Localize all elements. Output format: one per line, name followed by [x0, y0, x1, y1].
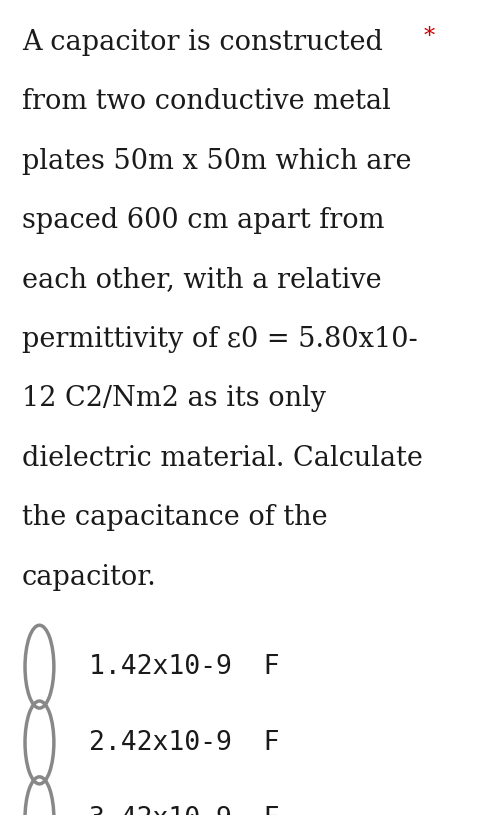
- Text: A capacitor is constructed: A capacitor is constructed: [22, 29, 382, 55]
- Text: spaced 600 cm apart from: spaced 600 cm apart from: [22, 207, 384, 234]
- Text: 1.42x10-9  F: 1.42x10-9 F: [89, 654, 279, 681]
- Text: dielectric material. Calculate: dielectric material. Calculate: [22, 445, 421, 472]
- Text: permittivity of ε0 = 5.80x10-: permittivity of ε0 = 5.80x10-: [22, 326, 417, 353]
- Text: from two conductive metal: from two conductive metal: [22, 88, 390, 115]
- Text: plates 50m x 50m which are: plates 50m x 50m which are: [22, 148, 410, 174]
- Text: the capacitance of the: the capacitance of the: [22, 504, 326, 531]
- Text: 12 C2/Nm2 as its only: 12 C2/Nm2 as its only: [22, 385, 325, 412]
- Text: *: *: [422, 26, 433, 48]
- Text: 2.42x10-9  F: 2.42x10-9 F: [89, 730, 279, 756]
- Text: each other, with a relative: each other, with a relative: [22, 267, 381, 293]
- Text: capacitor.: capacitor.: [22, 564, 156, 591]
- Text: 3.42x10-9  F: 3.42x10-9 F: [89, 806, 279, 815]
